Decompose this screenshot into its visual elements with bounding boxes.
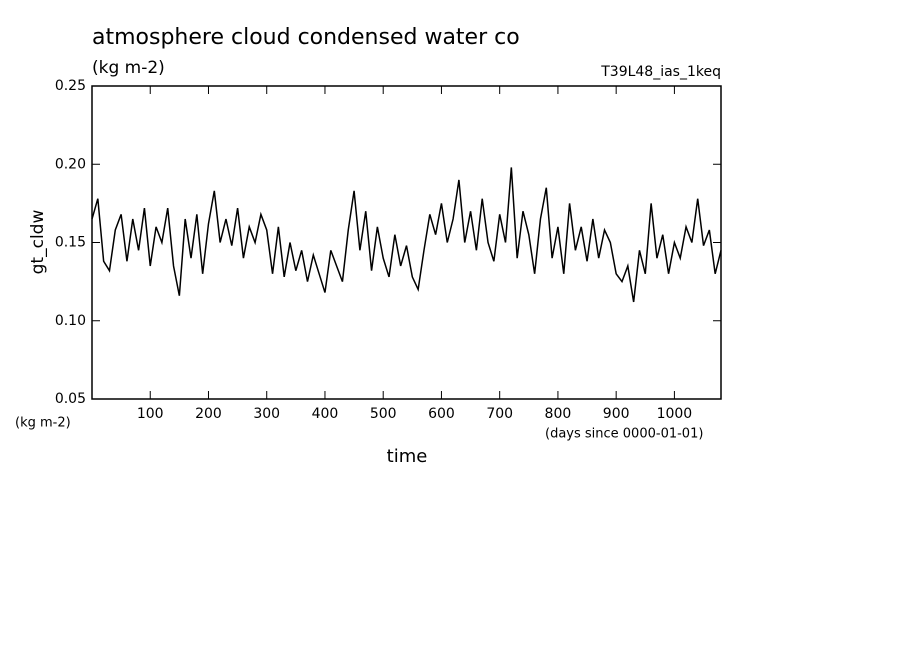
y-unit: (kg m-2) xyxy=(15,416,71,431)
chart-title: atmosphere cloud condensed water co xyxy=(92,25,520,50)
y-tick-label: 0.20 xyxy=(55,156,86,172)
x-unit: (days since 0000-01-01) xyxy=(545,427,703,442)
plot-frame xyxy=(91,85,722,400)
x-axis-label: time xyxy=(387,446,428,467)
y-tick-label: 0.15 xyxy=(55,235,86,251)
x-tick-label: 200 xyxy=(195,406,222,422)
experiment-label: T39L48_ias_1keq xyxy=(600,64,721,80)
chart-subtitle: (kg m-2) xyxy=(92,58,165,78)
x-tick-label: 300 xyxy=(253,406,280,422)
x-tick-label: 900 xyxy=(603,406,630,422)
x-tick-label: 400 xyxy=(312,406,339,422)
y-tick-label: 0.10 xyxy=(55,313,86,329)
data-line xyxy=(91,167,722,303)
x-tick-label: 1000 xyxy=(657,406,693,422)
x-tick-label: 500 xyxy=(370,406,397,422)
x-tick-label: 600 xyxy=(428,406,455,422)
y-tick-label: 0.05 xyxy=(55,391,86,407)
x-tick-label: 700 xyxy=(486,406,513,422)
y-tick-label: 0.25 xyxy=(55,78,86,94)
x-tick-label: 800 xyxy=(545,406,572,422)
x-tick-label: 100 xyxy=(137,406,164,422)
y-axis-label: gt_cldw xyxy=(28,210,48,275)
